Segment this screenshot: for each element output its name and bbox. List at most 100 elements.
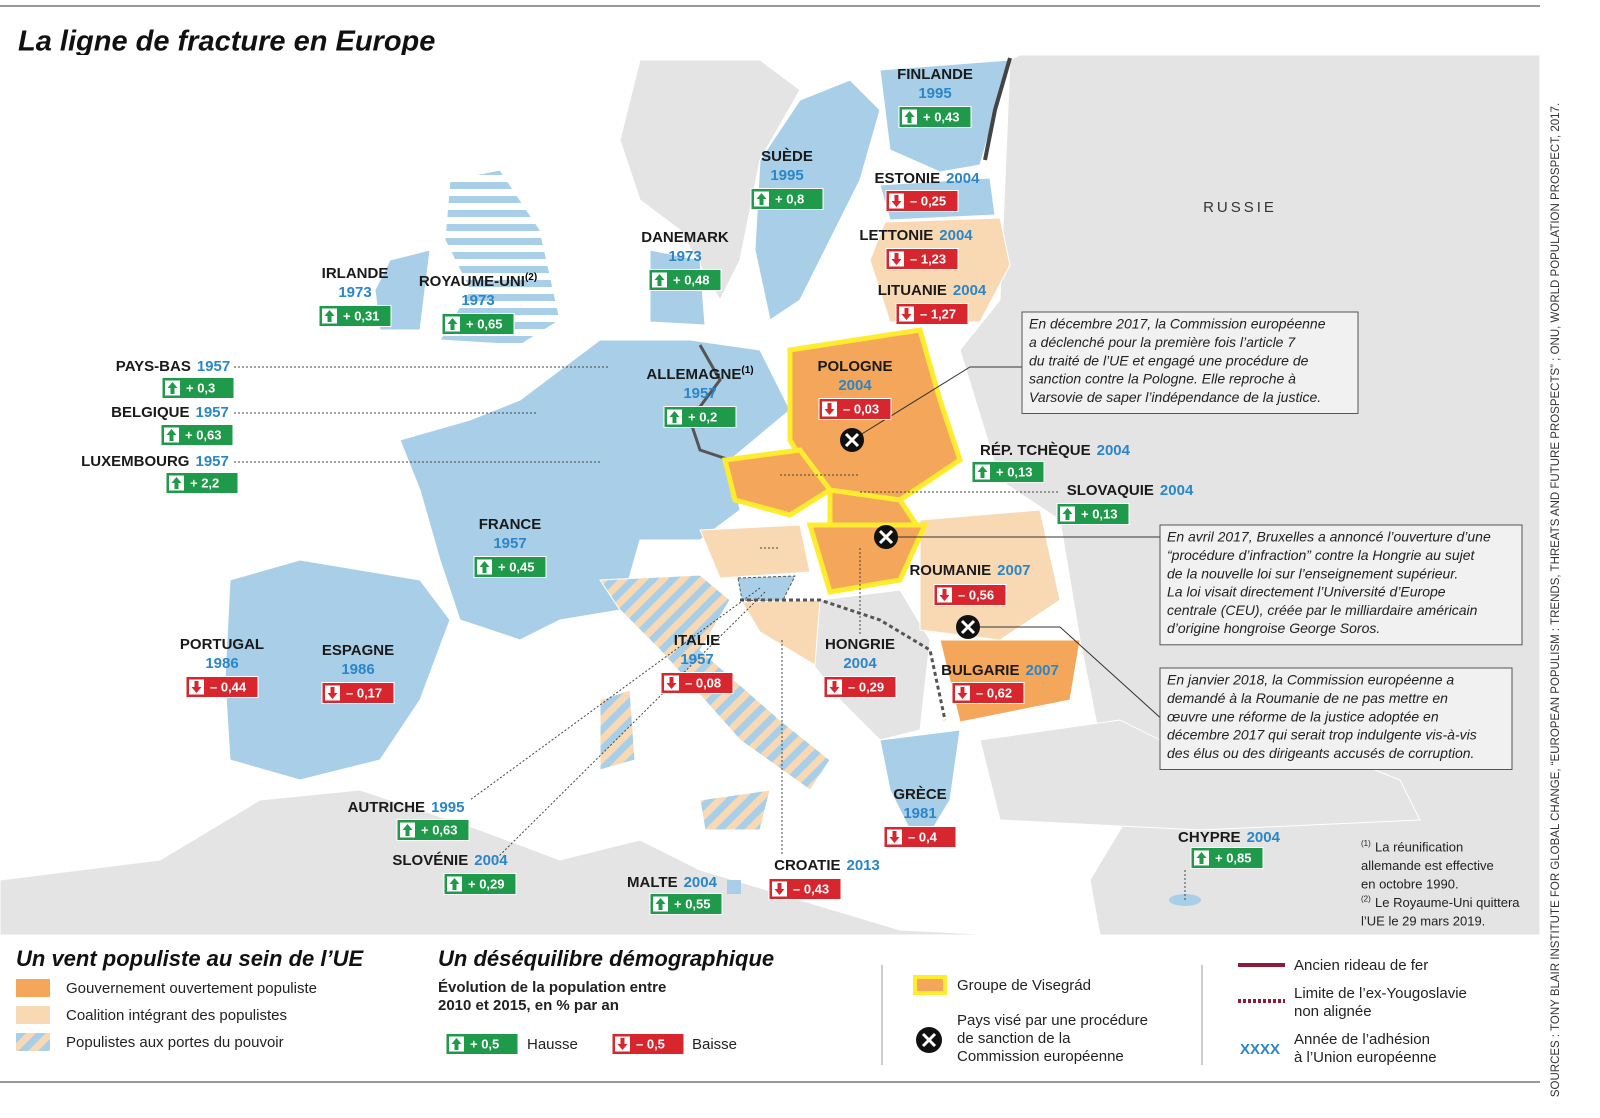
legend-item: Limite de l’ex-Yougoslavie bbox=[1294, 985, 1467, 1002]
badge-arrow bbox=[774, 883, 785, 895]
country-year: 2004 bbox=[939, 227, 973, 244]
country-name: GRÈCE bbox=[893, 786, 946, 803]
map: RUSSIE bbox=[0, 54, 1541, 936]
badge-arrow bbox=[904, 111, 915, 123]
badge-arrow bbox=[957, 687, 968, 699]
badge-value: + 0,31 bbox=[343, 308, 380, 323]
country-year: 1986 bbox=[205, 655, 238, 672]
change-badge: – 0,56 bbox=[933, 584, 1007, 606]
badge-value: – 0,17 bbox=[346, 685, 382, 700]
badge-value: + 0,55 bbox=[674, 896, 711, 911]
sanction-icon-x bbox=[921, 1032, 937, 1048]
badge-value: + 0,63 bbox=[421, 822, 458, 837]
country-name: PORTUGAL bbox=[180, 636, 264, 653]
change-badge: + 0,63 bbox=[160, 424, 234, 446]
legend-item: Gouvernement ouvertement populiste bbox=[66, 980, 317, 997]
country-name-line: ROUMANIE 2007 bbox=[909, 562, 1030, 579]
country-name-line: MALTE 2004 bbox=[627, 874, 718, 891]
badge-value: + 0,5 bbox=[470, 1036, 499, 1051]
country-name-line: SUÈDE bbox=[761, 148, 813, 165]
country-name: IRLANDE bbox=[322, 265, 389, 282]
badge-arrow bbox=[1062, 508, 1073, 520]
badge-value: + 0,8 bbox=[775, 191, 804, 206]
country-year: 1995 bbox=[431, 799, 464, 816]
annotation-box bbox=[1021, 311, 1359, 414]
change-badge: – 0,4 bbox=[883, 826, 957, 848]
country-year: 2004 bbox=[684, 874, 718, 891]
badge-value: + 0,29 bbox=[468, 876, 505, 891]
country-year: 2004 bbox=[474, 852, 508, 869]
badge-arrow bbox=[191, 681, 202, 693]
country-name-line: CROATIE 2013 bbox=[774, 857, 880, 874]
annotation-line: sanction contre la Pologne. Elle reproch… bbox=[1029, 371, 1296, 387]
country-year: 1957 bbox=[195, 453, 228, 470]
country-label: BULGARIE 2007 – 0,62 bbox=[941, 662, 1059, 704]
legend-item: à l’Union européenne bbox=[1294, 1049, 1437, 1066]
country-name: SLOVAQUIE bbox=[1067, 482, 1154, 499]
country-name: BELGIQUE bbox=[111, 404, 189, 421]
badge-arrow bbox=[939, 589, 950, 601]
annotation-line: La loi visait directement l’Université d… bbox=[1167, 584, 1446, 600]
footnote-line: en octobre 1990. bbox=[1361, 876, 1459, 891]
annotation-line: des élus ou des dirigeants accusés de co… bbox=[1167, 745, 1474, 761]
year-sample: XXXX bbox=[1240, 1041, 1280, 1058]
country-name-line: BELGIQUE 1957 bbox=[111, 404, 229, 421]
swatch bbox=[16, 1033, 50, 1051]
change-badge: + 0,65 bbox=[441, 313, 515, 335]
country-name: FRANCE bbox=[479, 516, 542, 533]
annotation-line: du traité de l’UE et engagé une procédur… bbox=[1029, 352, 1309, 368]
badge-arrow bbox=[891, 253, 902, 265]
badge-arrow bbox=[479, 561, 490, 573]
country-name: MALTE bbox=[627, 874, 678, 891]
badge-arrow bbox=[449, 878, 460, 890]
badge-value: + 0,3 bbox=[186, 380, 215, 395]
country-name: LETTONIE bbox=[859, 227, 933, 244]
badge-arrow bbox=[891, 195, 902, 207]
change-badge: – 1,27 bbox=[895, 303, 969, 325]
footnote-line: l’UE le 29 mars 2019. bbox=[1361, 913, 1485, 928]
badge-value: + 0,65 bbox=[466, 316, 503, 331]
badge-value: – 0,5 bbox=[636, 1036, 665, 1051]
legend-item: Coalition intégrant des populistes bbox=[66, 1007, 287, 1024]
badge-value: + 0,63 bbox=[185, 427, 222, 442]
change-badge: – 0,44 bbox=[185, 676, 259, 698]
leaders bbox=[234, 366, 1186, 900]
country-name-line: GRÈCE bbox=[893, 786, 946, 803]
country-year: 1973 bbox=[668, 248, 701, 265]
change-badge: – 0,43 bbox=[768, 878, 842, 900]
country-label: BELGIQUE 1957 + 0,63 bbox=[111, 404, 234, 446]
croatia bbox=[741, 599, 821, 666]
annotation-box bbox=[1159, 524, 1523, 646]
country-year: 2004 bbox=[1097, 442, 1131, 459]
legend-title: Un déséquilibre démographique bbox=[438, 946, 774, 971]
change-badge: + 0,43 bbox=[898, 106, 972, 128]
country-label: CROATIE 2013 – 0,43 bbox=[768, 857, 880, 900]
annotation-line: En décembre 2017, la Commission européen… bbox=[1029, 316, 1326, 332]
country-label: SUÈDE 1995 + 0,8 bbox=[750, 148, 824, 210]
country-name-line: SLOVÉNIE 2004 bbox=[392, 852, 508, 869]
country-name: ESPAGNE bbox=[322, 642, 394, 659]
badge-value: + 2,2 bbox=[190, 475, 219, 490]
country-year: 2004 bbox=[1160, 482, 1194, 499]
country-year: 2007 bbox=[997, 562, 1030, 579]
change-badge: + 0,85 bbox=[1190, 847, 1264, 869]
change-badge: + 0,48 bbox=[648, 269, 722, 291]
country-name: FINLANDE bbox=[897, 66, 973, 83]
country-name: LUXEMBOURG bbox=[81, 453, 189, 470]
badge-arrow bbox=[166, 429, 177, 441]
iron-curtain-finland bbox=[983, 57, 1012, 161]
country-name-line: ESTONIE 2004 bbox=[875, 170, 981, 187]
annotation-line: de la nouvelle loi sur l’enseignement su… bbox=[1167, 565, 1458, 581]
country-label: FINLANDE 1995 + 0,43 bbox=[897, 66, 973, 128]
country-name: SUÈDE bbox=[761, 148, 813, 165]
country-year: 1986 bbox=[341, 661, 374, 678]
annotation-line: décembre 2017 qui serait trop indulgente… bbox=[1167, 727, 1477, 743]
annotation: En janvier 2018, la Commission européenn… bbox=[1159, 667, 1513, 770]
legend-item: Baisse bbox=[692, 1036, 737, 1053]
legend-item: Commission européenne bbox=[957, 1048, 1124, 1065]
badge-value: – 0,44 bbox=[210, 679, 247, 694]
legend-item: Hausse bbox=[527, 1036, 578, 1053]
country-label: FRANCE 1957 + 0,45 bbox=[473, 516, 547, 578]
legend-subtitle: 2010 et 2015, en % par an bbox=[438, 997, 619, 1014]
